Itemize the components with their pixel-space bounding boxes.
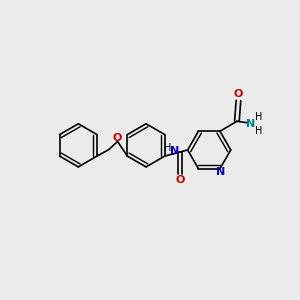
Text: N: N [216, 167, 225, 178]
Text: H: H [255, 112, 262, 122]
Text: N: N [246, 118, 255, 129]
Text: H: H [164, 143, 171, 154]
Text: O: O [113, 133, 122, 142]
Text: O: O [176, 175, 185, 185]
Text: H: H [255, 125, 262, 136]
Text: N: N [170, 146, 179, 156]
Text: O: O [234, 89, 243, 99]
